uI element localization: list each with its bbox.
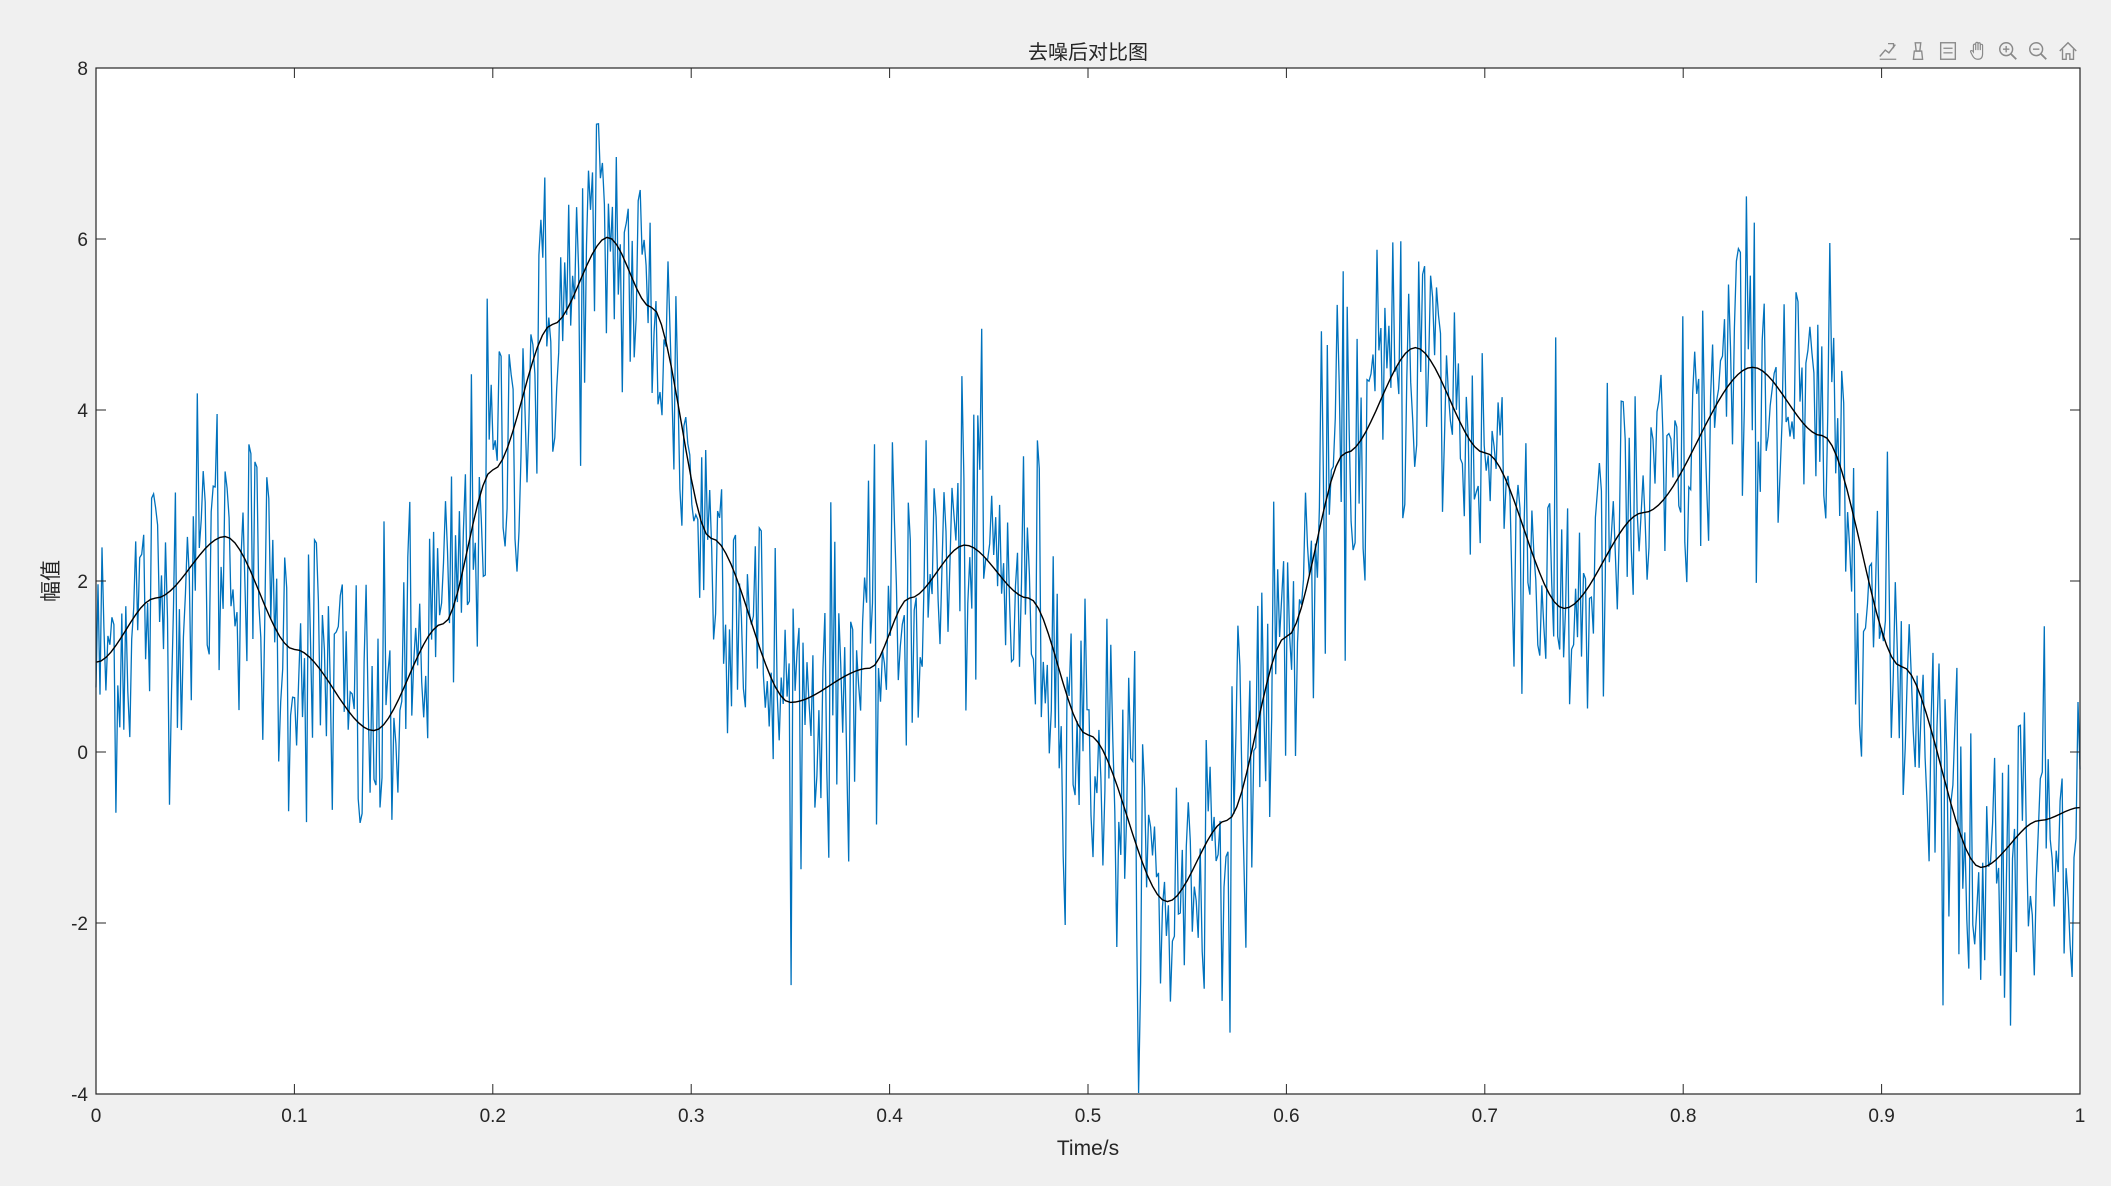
noisy-signal-line [95, 123, 2081, 1094]
legend-icon [1939, 42, 1957, 60]
legend-button[interactable] [1935, 38, 1961, 64]
y-tick-label: 8 [77, 59, 88, 80]
y-axis-label: 幅值 [40, 560, 63, 602]
y-tick-label: 6 [77, 230, 88, 251]
y-tick-label: 2 [77, 572, 88, 593]
chart-title: 去噪后对比图 [1028, 40, 1148, 64]
x-tick-label: 0.1 [281, 1106, 307, 1127]
series-layer [95, 123, 2081, 1094]
y-tick-label: 0 [77, 743, 88, 764]
data-tips-icon [1879, 43, 1897, 60]
pan-button[interactable] [1965, 38, 1991, 64]
axes-background [96, 68, 2080, 1094]
x-tick-label: 0.9 [1868, 1106, 1894, 1127]
x-tick-label: 0 [91, 1106, 102, 1127]
y-tick-label: -4 [71, 1085, 88, 1106]
x-tick-label: 0.5 [1075, 1106, 1101, 1127]
y-tick-label: 4 [77, 401, 88, 422]
x-axis-label: Time/s [1057, 1137, 1119, 1160]
x-tick-label: 0.4 [876, 1106, 903, 1127]
home-icon [2059, 41, 2077, 60]
zoom-out-icon [2029, 42, 2047, 60]
x-tick-label: 0.3 [678, 1106, 704, 1127]
tick-layer: 0 0.1 0.2 0.3 0.4 0.5 0.6 0.7 0.8 0.9 1 -4 -2 0 2 4 6 8 [71, 59, 2085, 1127]
x-tick-label: 0.8 [1670, 1106, 1696, 1127]
denoised-signal-line [95, 236, 2081, 903]
pan-hand-icon [1969, 41, 1984, 60]
x-tick-label: 0.2 [480, 1106, 506, 1127]
zoom-in-icon [1999, 42, 2017, 60]
zoom-out-button[interactable] [2025, 38, 2051, 64]
x-tick-label: 0.7 [1472, 1106, 1498, 1127]
y-tick-label: -2 [71, 914, 88, 935]
brush-icon [1912, 42, 1924, 60]
data-tips-button[interactable] [1875, 38, 1901, 64]
home-button[interactable] [2055, 38, 2081, 64]
zoom-in-button[interactable] [1995, 38, 2021, 64]
brush-button[interactable] [1905, 38, 1931, 64]
x-tick-label: 0.6 [1273, 1106, 1299, 1127]
axes-toolbar [1875, 38, 2081, 64]
x-tick-label: 1 [2075, 1106, 2086, 1127]
